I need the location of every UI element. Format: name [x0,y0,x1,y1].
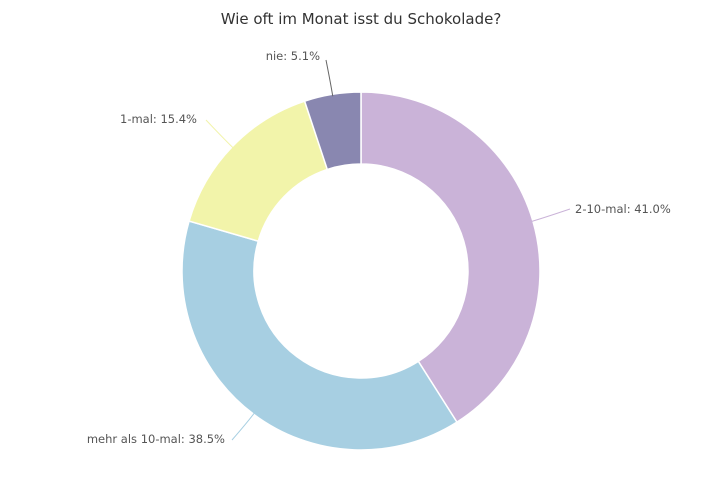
slice-1-mal[interactable] [188,100,329,243]
slice-2-10-mal[interactable] [360,91,541,424]
connector-line [231,412,256,441]
data-label: 2-10-mal: 41.0% [575,202,671,216]
connector-line [530,208,571,223]
data-label: 1-mal: 15.4% [120,112,197,126]
connector-line [325,59,334,97]
chart-title: Wie oft im Monat isst du Schokolade? [221,10,502,28]
slice-nie[interactable] [303,91,362,171]
data-label: nie: 5.1% [266,49,320,63]
slice-mehr-als-10-mal[interactable] [181,220,458,451]
connector-line [205,119,234,149]
data-label: mehr als 10-mal: 38.5% [87,432,225,446]
